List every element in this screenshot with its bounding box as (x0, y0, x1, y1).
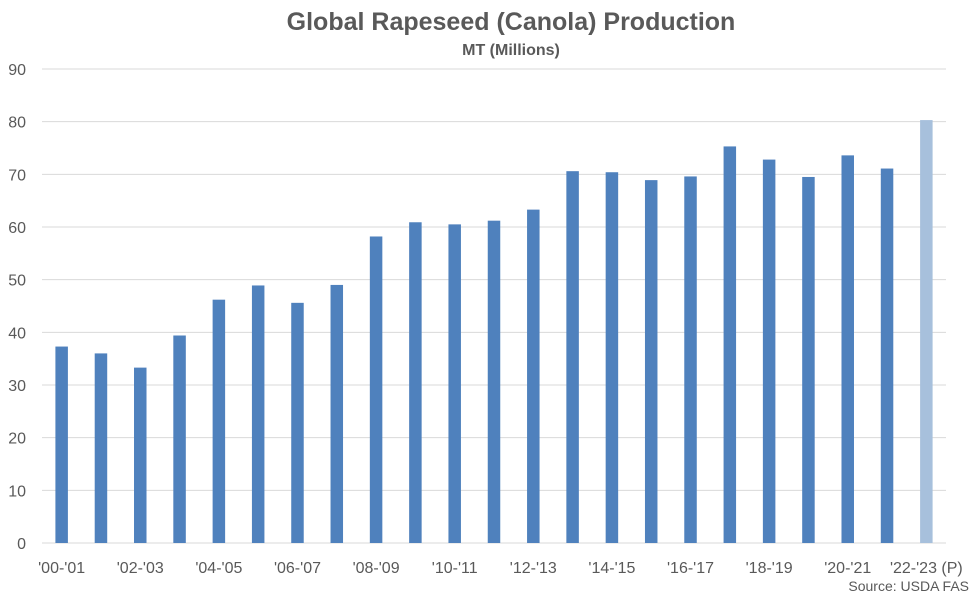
bar (566, 171, 579, 543)
bar (173, 335, 186, 543)
x-axis-ticks: '00-'01 '02-'03 '04-'05 '06-'07 '08-'09 '10-'… (38, 560, 963, 577)
bar (527, 209, 540, 543)
y-tick-label: 40 (8, 325, 26, 342)
bar (723, 146, 737, 544)
bar (448, 224, 461, 543)
x-tick-label: '18-'19 (746, 560, 793, 577)
bar (841, 155, 854, 543)
y-tick-label: 50 (8, 273, 26, 290)
x-tick-label: '10-'11 (432, 560, 478, 577)
x-tick-label: '20-'21 (824, 560, 871, 577)
y-tick-label: 70 (8, 167, 26, 184)
source-note: Source: USDA FAS (848, 578, 969, 594)
bars (55, 120, 933, 544)
y-tick-label: 30 (8, 378, 26, 395)
y-tick-label: 10 (8, 483, 26, 500)
x-tick-label: '14-'15 (588, 560, 635, 577)
bar (94, 353, 108, 543)
bar (487, 220, 501, 543)
bar (291, 302, 304, 543)
x-tick-label: '16-'17 (667, 560, 714, 577)
y-tick-label: 60 (8, 220, 26, 237)
bar (134, 367, 147, 543)
y-tick-label: 90 (8, 62, 26, 79)
x-tick-label: '08-'09 (353, 560, 400, 577)
bar (369, 236, 383, 544)
y-tick-label: 0 (17, 536, 26, 553)
x-tick-label: '00-'01 (38, 560, 85, 577)
bar (762, 159, 776, 543)
y-axis-ticks: 0 10 20 30 40 50 60 70 80 90 (8, 62, 26, 553)
bar (251, 285, 265, 543)
bar (55, 346, 68, 543)
x-tick-label: '04-'05 (195, 560, 242, 577)
bar (920, 120, 933, 543)
bar (802, 176, 815, 543)
x-tick-label: '06-'07 (274, 560, 321, 577)
chart-title: Global Rapeseed (Canola) Production (286, 8, 736, 36)
bar (212, 299, 226, 543)
bar (880, 168, 894, 544)
x-tick-label: '22-'23 (P) (890, 560, 963, 577)
bar (684, 176, 697, 543)
bar (409, 222, 422, 543)
y-tick-label: 80 (8, 115, 26, 132)
bar (605, 172, 619, 543)
bar (330, 284, 344, 543)
chart-subtitle: MT (Millions) (462, 42, 560, 59)
x-tick-label: '02-'03 (117, 560, 164, 577)
x-tick-label: '12-'13 (510, 560, 557, 577)
bar (644, 180, 658, 544)
y-tick-label: 20 (8, 431, 26, 448)
